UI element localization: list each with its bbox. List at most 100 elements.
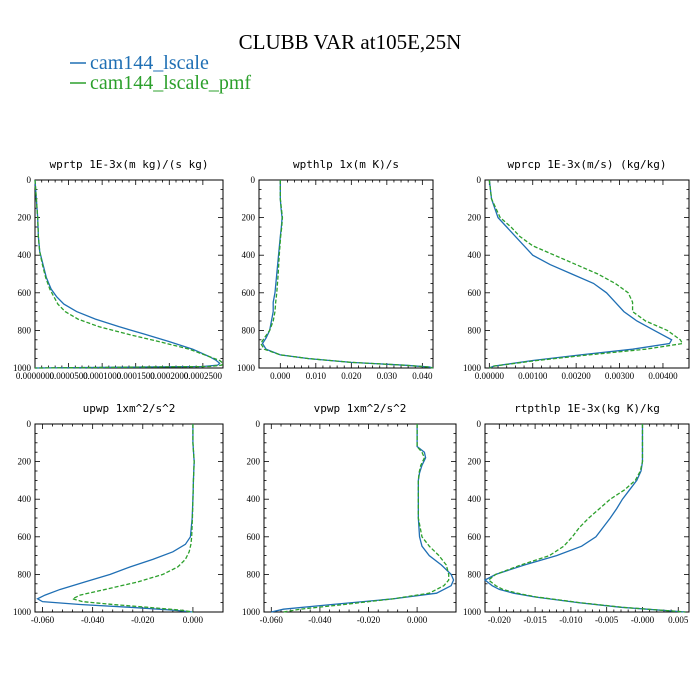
series-line-cam144-lscale-pmf	[34, 179, 224, 369]
x-tick-label: 0.00100	[518, 371, 548, 381]
x-tick-label: 0.010	[306, 371, 327, 381]
panel-title: rtpthlp 1E-3x(kg K)/kg	[514, 402, 660, 415]
y-tick-label: 1000	[463, 607, 482, 617]
panel-title: upwp 1xm^2/s^2	[83, 402, 176, 415]
x-tick-label: 0.00000	[475, 371, 505, 381]
y-tick-label: 200	[468, 457, 482, 467]
chart-panel: wprtp 1E-3x(m kg)/(s kg) 0 200 400 600 800 100…	[13, 158, 224, 381]
series-line-cam144-lscale	[34, 179, 221, 369]
y-tick-label: 800	[247, 569, 261, 579]
panel-title: wprcp 1E-3x(m/s) (kg/kg)	[508, 158, 667, 171]
plot-frame	[484, 179, 690, 369]
x-tick-label: 0.0000500	[49, 371, 88, 381]
y-tick-label: 0	[477, 175, 482, 185]
y-tick-label: 400	[18, 494, 32, 504]
y-tick-label: 200	[18, 457, 32, 467]
y-tick-label: 0	[27, 175, 32, 185]
y-tick-label: 1000	[463, 363, 482, 373]
plot-frame	[258, 179, 434, 369]
chart-panel: wprcp 1E-3x(m/s) (kg/kg) 0 200 400 600 800 100…	[463, 158, 690, 381]
x-tick-label: 0.005	[668, 615, 689, 625]
y-tick-label: 0	[251, 175, 256, 185]
y-tick-label: 800	[18, 569, 32, 579]
legend-label-cam144-lscale: cam144_lscale	[90, 52, 209, 74]
panels-container: wprtp 1E-3x(m kg)/(s kg) 0 200 400 600 800 100…	[13, 158, 690, 625]
series-line-cam144-lscale-pmf	[487, 424, 686, 613]
series-line-cam144-lscale	[271, 424, 455, 613]
x-tick-label: 0.00300	[605, 371, 635, 381]
x-tick-label: 0.0002000	[150, 371, 189, 381]
x-tick-label: -0.020	[131, 615, 155, 625]
plot-frame	[263, 423, 457, 613]
panel-title: wprtp 1E-3x(m kg)/(s kg)	[50, 158, 209, 171]
x-tick-label: -0.015	[523, 615, 547, 625]
y-tick-label: 600	[18, 532, 32, 542]
x-tick-label: -0.040	[308, 615, 332, 625]
x-tick-label: -0.020	[357, 615, 381, 625]
y-tick-label: 200	[247, 457, 261, 467]
series-line-cam144-lscale-pmf	[283, 424, 450, 613]
y-tick-label: 400	[468, 494, 482, 504]
y-tick-label: 0	[27, 419, 32, 429]
series-line-cam144-lscale	[483, 424, 686, 613]
figure-title: CLUBB VAR at105E,25N	[239, 30, 462, 54]
y-tick-label: 200	[242, 213, 256, 223]
x-tick-label: -0.005	[595, 615, 619, 625]
x-tick-label: 0.0002500	[184, 371, 223, 381]
y-tick-label: 800	[242, 325, 256, 335]
y-tick-label: 800	[468, 325, 482, 335]
series-line-cam144-lscale-pmf	[70, 424, 195, 613]
chart-panel: wpthlp 1x(m K)/s 0 200 400 600 800 1000 0.000 0.…	[237, 158, 434, 381]
y-tick-label: 200	[468, 213, 482, 223]
y-tick-label: 600	[247, 532, 261, 542]
y-tick-label: 1000	[13, 363, 32, 373]
x-tick-label: 0.020	[341, 371, 362, 381]
y-tick-label: 400	[468, 250, 482, 260]
y-tick-label: 0	[256, 419, 261, 429]
panel-title: wpthlp 1x(m K)/s	[293, 158, 399, 171]
x-tick-label: 0.000	[183, 615, 204, 625]
x-tick-label: -0.040	[81, 615, 105, 625]
series-line-cam144-lscale-pmf	[488, 179, 684, 369]
x-tick-label: 0.000	[407, 615, 428, 625]
y-tick-label: 400	[247, 494, 261, 504]
y-tick-label: 600	[468, 532, 482, 542]
plot-frame	[34, 179, 224, 369]
y-tick-label: 600	[468, 288, 482, 298]
x-tick-label: -0.010	[559, 615, 583, 625]
legend: cam144_lscale cam144_lscale_pmf	[70, 52, 251, 94]
plot-frame	[484, 423, 690, 613]
chart-panel: upwp 1xm^2/s^2 0 200 400 600 800 1000-0.060 -0.…	[13, 402, 224, 625]
x-tick-label: 0.040	[412, 371, 433, 381]
x-tick-label: 0.0000000	[16, 371, 55, 381]
y-tick-label: 400	[18, 250, 32, 260]
series-line-cam144-lscale	[36, 424, 195, 613]
y-tick-label: 400	[242, 250, 256, 260]
y-tick-label: 1000	[13, 607, 32, 617]
panel-title: vpwp 1xm^2/s^2	[314, 402, 407, 415]
y-tick-label: 0	[477, 419, 482, 429]
x-tick-label: -0.060	[260, 615, 284, 625]
y-tick-label: 800	[468, 569, 482, 579]
y-tick-label: 800	[18, 325, 32, 335]
y-tick-label: 600	[242, 288, 256, 298]
series-line-cam144-lscale	[488, 179, 673, 369]
series-line-cam144-lscale	[261, 180, 434, 369]
x-tick-label: 0.0001500	[117, 371, 156, 381]
x-tick-label: -0.020	[488, 615, 512, 625]
x-tick-label: 0.0001000	[83, 371, 122, 381]
chart-panel: vpwp 1xm^2/s^2 0 200 400 600 800 1000-0.060 -0.…	[242, 402, 457, 625]
x-tick-label: 0.00200	[562, 371, 592, 381]
chart-panel: rtpthlp 1E-3x(kg K)/kg02004006008001000-…	[463, 402, 690, 625]
x-tick-label: 0.000	[270, 371, 291, 381]
y-tick-label: 600	[18, 288, 32, 298]
x-tick-label: 0.00400	[648, 371, 678, 381]
x-tick-label: -0.060	[31, 615, 55, 625]
y-tick-label: 200	[18, 213, 32, 223]
y-tick-label: 1000	[237, 363, 256, 373]
y-tick-label: 1000	[242, 607, 261, 617]
x-tick-label: 0.030	[377, 371, 398, 381]
series-line-cam144-lscale-pmf	[260, 180, 434, 369]
x-tick-label: -0.000	[631, 615, 655, 625]
